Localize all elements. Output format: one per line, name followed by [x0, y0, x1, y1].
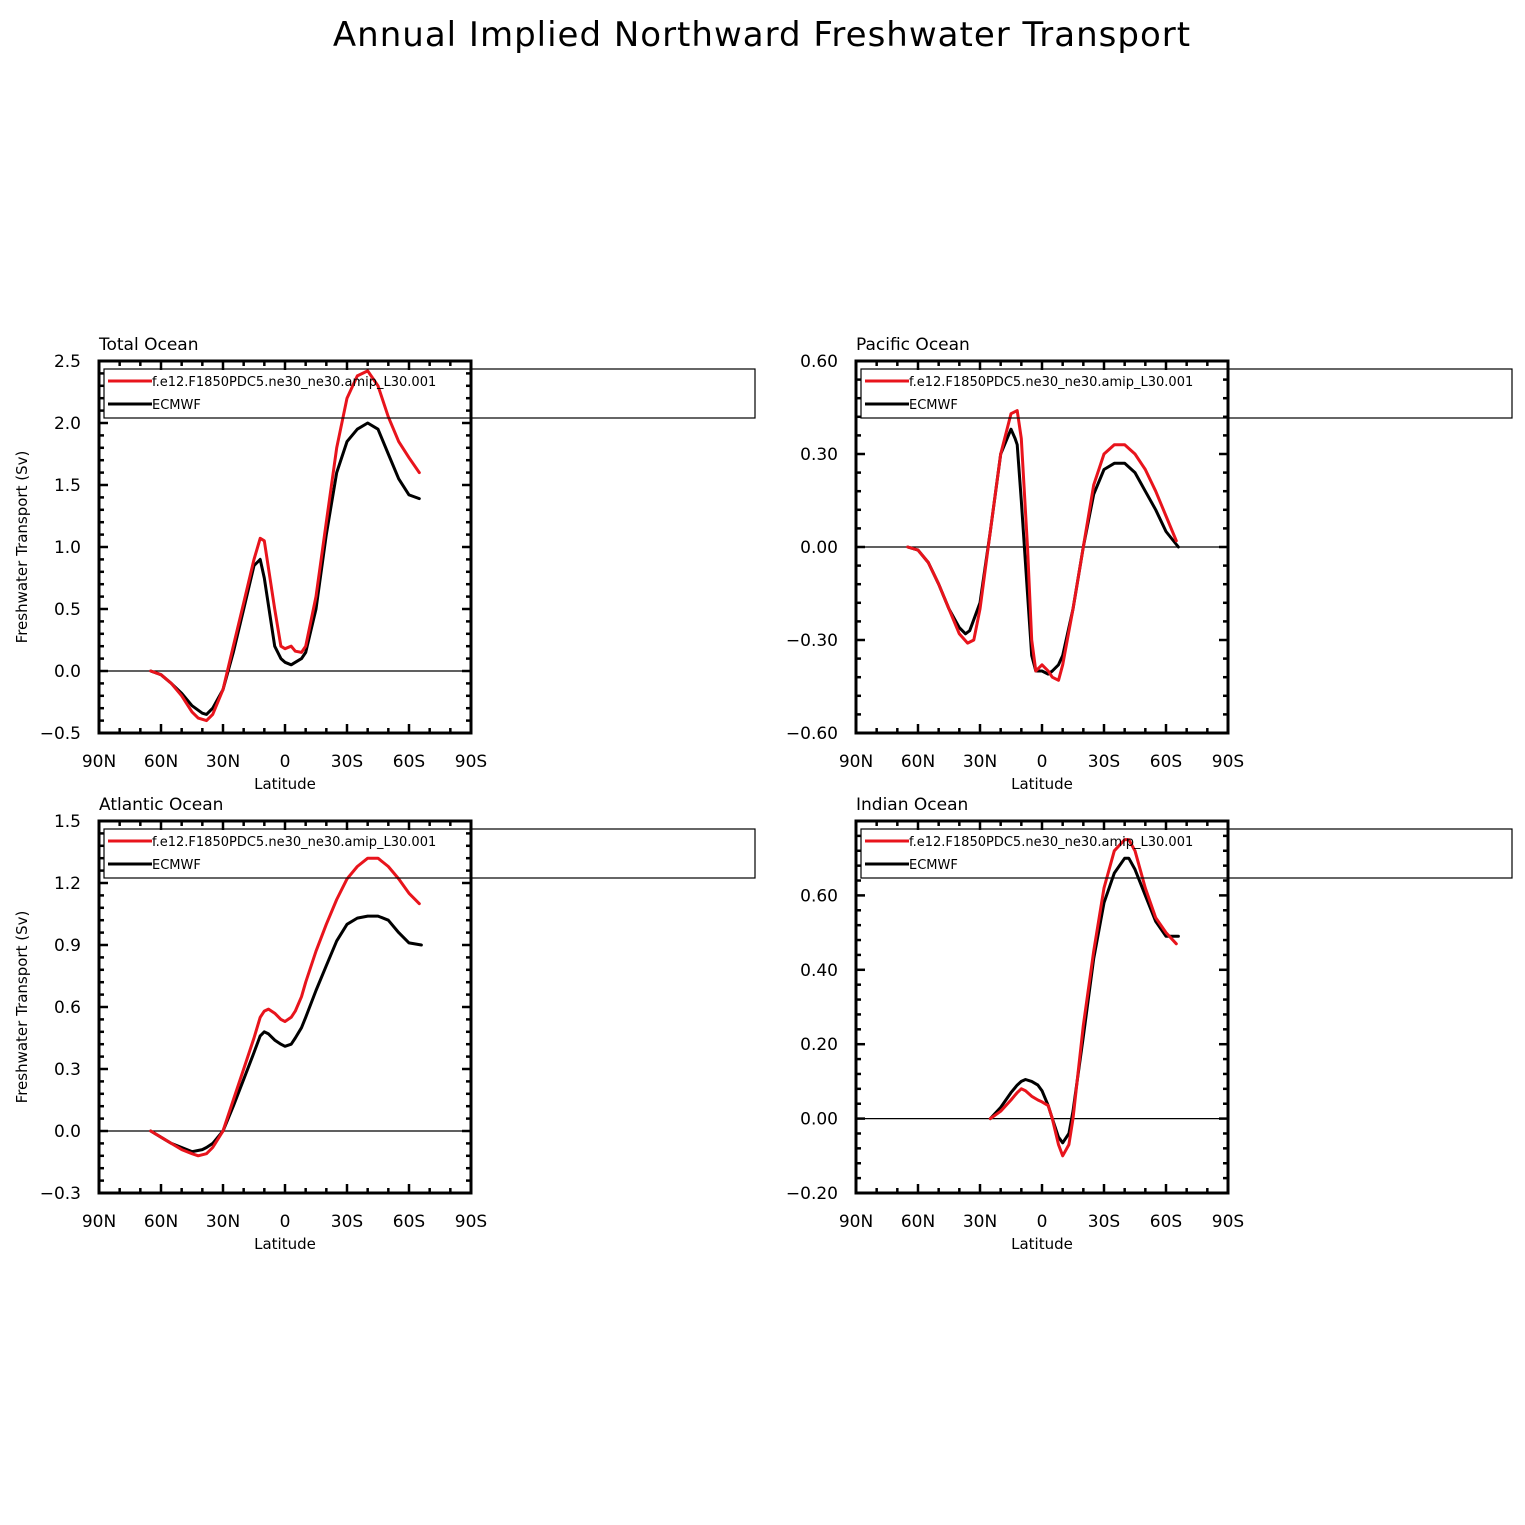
- x-tick-label: 60S: [393, 1212, 425, 1232]
- x-tick-label: 90S: [455, 1212, 487, 1232]
- series-line-ecmwf: [149, 421, 421, 716]
- x-axis-title: Latitude: [1011, 775, 1073, 793]
- x-tick-label: 60N: [901, 752, 935, 772]
- y-tick-label: 0.60: [800, 352, 838, 372]
- x-tick-label: 30N: [963, 752, 997, 772]
- x-tick-label: 60N: [901, 1212, 935, 1232]
- x-tick-label: 90N: [82, 752, 116, 772]
- legend-label: f.e12.F1850PDC5.ne30_ne30.amip_L30.001: [909, 375, 1193, 390]
- y-tick-label: 2.0: [54, 414, 81, 434]
- legend-box: [860, 368, 1513, 419]
- x-tick-label: 0: [280, 1212, 291, 1232]
- legend-box: [103, 828, 756, 879]
- series-line-f-e12-f1850pdc5-ne30-ne30-amip-l30-001: [988, 838, 1178, 1158]
- plot-frame: [854, 819, 1230, 1195]
- legend: f.e12.F1850PDC5.ne30_ne30.amip_L30.001 EC…: [103, 368, 756, 419]
- y-tick-label: −0.60: [786, 724, 838, 744]
- y-tick-label: 0.9: [54, 936, 81, 956]
- plot-frame: [97, 359, 473, 735]
- panel-total-ocean: Total Ocean 90N 60N 30N 0 30S 60S 90S −0.5 0.0 0.5…: [13, 335, 756, 793]
- x-tick-label: 30S: [331, 1212, 363, 1232]
- x-tick-label: 60N: [144, 752, 178, 772]
- legend: f.e12.F1850PDC5.ne30_ne30.amip_L30.001 EC…: [103, 828, 756, 879]
- y-tick-label: 0.6: [54, 998, 81, 1018]
- panel-title: Indian Ocean: [856, 795, 968, 815]
- plot-frame: [97, 819, 473, 1195]
- y-tick-label: 0.40: [800, 961, 838, 981]
- legend-label: ECMWF: [152, 858, 201, 873]
- y-axis-title: Freshwater Transport (Sv): [13, 451, 31, 644]
- legend: f.e12.F1850PDC5.ne30_ne30.amip_L30.001 EC…: [860, 828, 1513, 879]
- y-tick-label: 0.5: [54, 600, 81, 620]
- y-tick-label: 1.5: [54, 812, 81, 832]
- panel-pacific-ocean: Pacific Ocean 90N 60N 30N 0 30S 60S 90S −0.60 −0.…: [786, 335, 1513, 793]
- x-tick-label: 60S: [393, 752, 425, 772]
- x-axis-title: Latitude: [1011, 1235, 1073, 1253]
- legend-label: f.e12.F1850PDC5.ne30_ne30.amip_L30.001: [152, 375, 436, 390]
- y-tick-label: 1.5: [54, 476, 81, 496]
- x-tick-label: 60S: [1150, 1212, 1182, 1232]
- y-axis-title: Freshwater Transport (Sv): [13, 911, 31, 1104]
- y-tick-label: 0.30: [800, 445, 838, 465]
- legend-label: f.e12.F1850PDC5.ne30_ne30.amip_L30.001: [152, 835, 436, 850]
- y-tick-label: 0.00: [800, 538, 838, 558]
- legend-label: ECMWF: [152, 398, 201, 413]
- y-tick-label: −0.20: [786, 1184, 838, 1204]
- x-tick-label: 30N: [206, 752, 240, 772]
- y-tick-label: 0.3: [54, 1060, 81, 1080]
- legend-box: [860, 828, 1513, 879]
- x-tick-label: 90S: [1212, 752, 1244, 772]
- legend: f.e12.F1850PDC5.ne30_ne30.amip_L30.001 EC…: [860, 368, 1513, 419]
- y-tick-label: 1.2: [54, 874, 81, 894]
- x-tick-label: 60S: [1150, 752, 1182, 772]
- panel-title: Pacific Ocean: [856, 335, 970, 355]
- panel-title: Total Ocean: [98, 335, 199, 355]
- x-tick-label: 0: [1037, 1212, 1048, 1232]
- x-tick-label: 30N: [206, 1212, 240, 1232]
- x-tick-label: 0: [1037, 752, 1048, 772]
- legend-label: ECMWF: [909, 398, 958, 413]
- series-line-ecmwf: [988, 856, 1180, 1145]
- panel-title: Atlantic Ocean: [99, 795, 223, 815]
- y-tick-label: 0.20: [800, 1035, 838, 1055]
- legend-label: f.e12.F1850PDC5.ne30_ne30.amip_L30.001: [909, 835, 1193, 850]
- legend-box: [103, 368, 756, 419]
- y-tick-label: 0.0: [54, 662, 81, 682]
- x-tick-label: 30S: [1088, 1212, 1120, 1232]
- y-tick-label: −0.3: [40, 1184, 81, 1204]
- x-tick-label: 90N: [839, 1212, 873, 1232]
- panel-indian-ocean: Indian Ocean 90N 60N 30N 0 30S 60S 90S −0.20 0.00…: [786, 795, 1513, 1253]
- chart-panels: Total Ocean 90N 60N 30N 0 30S 60S 90S −0.5 0.0 0.5…: [13, 335, 1513, 1253]
- x-tick-label: 0: [280, 752, 291, 772]
- x-tick-label: 30S: [1088, 752, 1120, 772]
- x-tick-label: 90N: [839, 752, 873, 772]
- series-line-ecmwf: [906, 427, 1180, 676]
- y-tick-label: −0.5: [40, 724, 81, 744]
- x-axis-title: Latitude: [254, 1235, 316, 1253]
- y-tick-label: 1.0: [54, 538, 81, 558]
- x-axis-title: Latitude: [254, 775, 316, 793]
- series-line-ecmwf: [149, 914, 423, 1154]
- x-tick-label: 30S: [331, 752, 363, 772]
- panel-atlantic-ocean: Atlantic Ocean 90N 60N 30N 0 30S 60S 90S −0.3 0.0…: [13, 795, 756, 1253]
- legend-label: ECMWF: [909, 858, 958, 873]
- x-tick-label: 60N: [144, 1212, 178, 1232]
- x-tick-label: 90S: [1212, 1212, 1244, 1232]
- y-tick-label: −0.30: [786, 631, 838, 651]
- y-tick-label: 0.60: [800, 886, 838, 906]
- series-line-f-e12-f1850pdc5-ne30-ne30-amip-l30-001: [906, 409, 1178, 682]
- y-tick-label: 0.0: [54, 1122, 81, 1142]
- x-tick-label: 90S: [455, 752, 487, 772]
- x-tick-label: 90N: [82, 1212, 116, 1232]
- series-line-f-e12-f1850pdc5-ne30-ne30-amip-l30-001: [149, 856, 421, 1158]
- y-tick-label: 0.00: [800, 1110, 838, 1130]
- series-line-f-e12-f1850pdc5-ne30-ne30-amip-l30-001: [149, 369, 421, 723]
- figure-title: Annual Implied Northward Freshwater Tran…: [333, 15, 1191, 55]
- y-tick-label: 2.5: [54, 352, 81, 372]
- x-tick-label: 30N: [963, 1212, 997, 1232]
